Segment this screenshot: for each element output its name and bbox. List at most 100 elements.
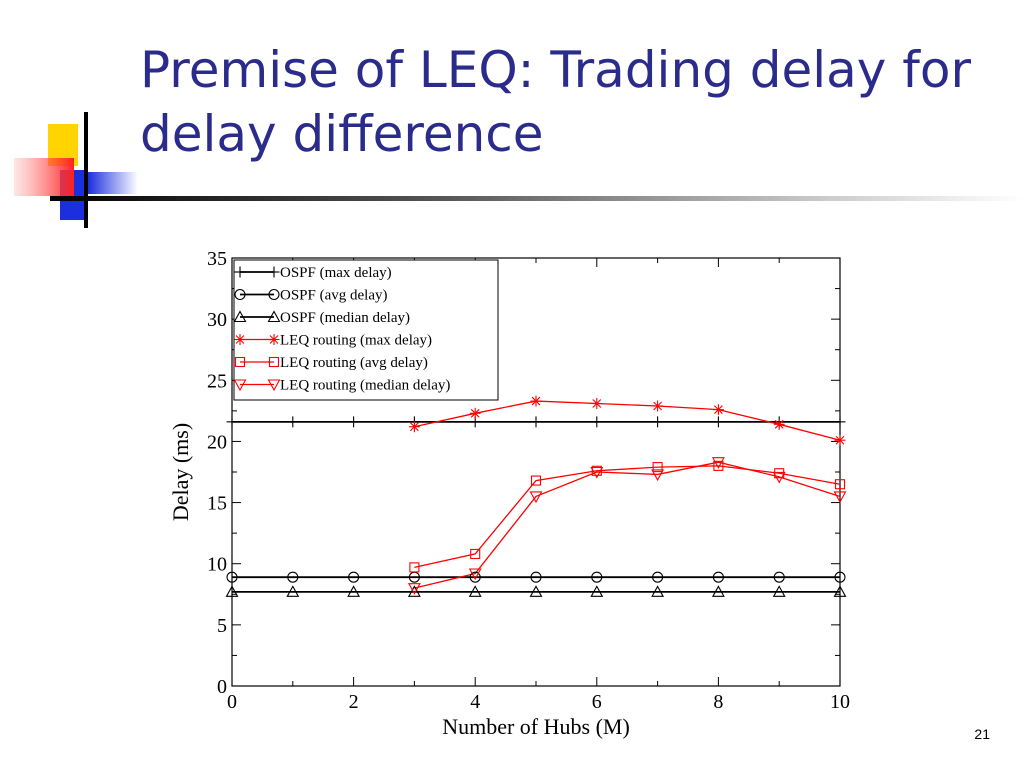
legend-label: LEQ routing (median delay) <box>280 378 450 394</box>
deco-vertical-line <box>84 112 88 228</box>
y-tick-label: 25 <box>207 370 227 392</box>
data-point-5-4 <box>651 469 665 482</box>
y-tick-label: 5 <box>217 615 227 637</box>
y-tick-label: 20 <box>207 431 227 453</box>
data-point-5-5 <box>711 457 725 469</box>
data-point-3-4 <box>652 400 664 412</box>
data-point-0-8 <box>712 416 724 428</box>
data-point-5-6 <box>772 471 786 484</box>
data-point-1-2 <box>348 571 360 583</box>
legend-marker <box>233 379 247 392</box>
y-tick-labels: 0 5 10 15 20 25 30 35 <box>207 248 227 698</box>
legend-marker <box>234 356 246 368</box>
data-point-1-8 <box>712 571 724 583</box>
x-tick-label: 8 <box>713 691 723 713</box>
data-point-2-4 <box>468 585 482 597</box>
y-tick-label: 0 <box>217 676 227 698</box>
series-line-5 <box>414 461 841 589</box>
data-point-1-4 <box>469 571 481 583</box>
x-tick-labels: 0 2 4 6 8 10 <box>227 691 850 713</box>
data-point-3-0 <box>408 421 420 433</box>
legend-marker <box>267 310 281 323</box>
data-point-0-0 <box>226 416 238 428</box>
data-point-2-10 <box>833 585 847 597</box>
y-tick-label: 15 <box>207 493 227 515</box>
data-point-3-6 <box>773 418 785 430</box>
legend-box <box>233 259 499 401</box>
x-axis-label: Number of Hubs (M) <box>442 714 630 739</box>
data-point-3-7 <box>834 434 846 446</box>
data-point-0-6 <box>591 416 603 428</box>
legend: OSPF (max delay) OSPF (avg delay) OSPF (me… <box>233 259 499 401</box>
legend-label: OSPF (avg delay) <box>280 288 388 304</box>
legend-item: OSPF (max delay) <box>234 265 392 281</box>
data-point-4-2 <box>530 475 542 486</box>
x-tick-label: 2 <box>349 691 359 713</box>
data-point-5-2 <box>529 491 543 504</box>
data-point-2-0 <box>225 585 239 597</box>
data-point-4-1 <box>470 548 481 559</box>
series-line-3 <box>414 400 841 441</box>
legend-item: LEQ routing (median delay) <box>233 378 450 394</box>
data-point-2-8 <box>711 585 725 597</box>
series-line-4 <box>414 465 841 569</box>
legend-marker <box>268 356 280 368</box>
series-lines <box>232 400 841 593</box>
legend-label: OSPF (median delay) <box>280 310 410 326</box>
legend-item: OSPF (avg delay) <box>234 288 388 304</box>
data-point-0-1 <box>287 416 299 428</box>
data-point-2-6 <box>590 585 604 597</box>
legend-marker <box>267 379 281 392</box>
legend-item: OSPF (median delay) <box>233 310 410 326</box>
x-tick-label: 10 <box>830 691 850 713</box>
data-point-4-4 <box>652 462 663 473</box>
y-tick-label: 10 <box>207 554 227 576</box>
legend-marker <box>268 334 280 345</box>
deco-blue-fade <box>88 172 138 194</box>
data-point-0-2 <box>348 416 360 428</box>
data-point-1-5 <box>530 571 542 583</box>
legend-marker <box>268 266 280 278</box>
data-point-1-0 <box>226 571 238 583</box>
legend-item: LEQ routing (max delay) <box>234 333 432 349</box>
legend-label: LEQ routing (avg delay) <box>280 355 428 371</box>
data-point-5-7 <box>833 491 847 504</box>
data-point-4-3 <box>591 465 602 476</box>
legend-marker <box>234 288 246 301</box>
legend-item: LEQ routing (avg delay) <box>234 355 428 371</box>
data-point-2-7 <box>651 585 665 597</box>
legend-label: OSPF (max delay) <box>280 265 392 281</box>
data-point-2-5 <box>529 585 543 597</box>
slide-decoration <box>14 112 138 228</box>
data-point-5-1 <box>468 568 482 581</box>
data-point-5-3 <box>590 466 604 479</box>
data-point-2-2 <box>347 585 361 597</box>
y-axis-label: Delay (ms) <box>168 423 193 521</box>
x-tick-label: 4 <box>470 691 480 713</box>
deco-red-square <box>14 158 74 196</box>
x-tick-label: 0 <box>227 691 237 713</box>
data-point-2-1 <box>286 585 300 597</box>
data-point-0-10 <box>834 416 846 428</box>
data-point-1-7 <box>652 571 664 583</box>
slide-title: Premise of LEQ: Trading delay for delay … <box>140 41 972 163</box>
data-point-1-9 <box>773 571 785 583</box>
legend-marker <box>268 288 280 301</box>
data-point-3-3 <box>591 398 603 410</box>
data-point-3-1 <box>469 407 481 419</box>
legend-marker <box>233 310 247 323</box>
data-point-1-10 <box>834 571 846 583</box>
x-tick-label: 6 <box>592 691 602 713</box>
data-point-4-5 <box>713 460 724 471</box>
data-point-3-5 <box>712 404 724 416</box>
data-point-4-0 <box>409 562 420 573</box>
data-point-1-1 <box>287 571 299 583</box>
data-point-0-5 <box>530 416 542 428</box>
data-point-0-7 <box>652 416 664 428</box>
legend-marker <box>234 334 246 345</box>
slide-number: 21 <box>974 726 990 742</box>
data-point-3-2 <box>530 395 542 407</box>
data-point-5-0 <box>407 583 421 595</box>
legend-marker <box>234 266 246 278</box>
delay-chart: 0 5 10 15 20 25 30 35 0 2 4 6 8 10 Delay (ms) Number… <box>168 248 850 739</box>
